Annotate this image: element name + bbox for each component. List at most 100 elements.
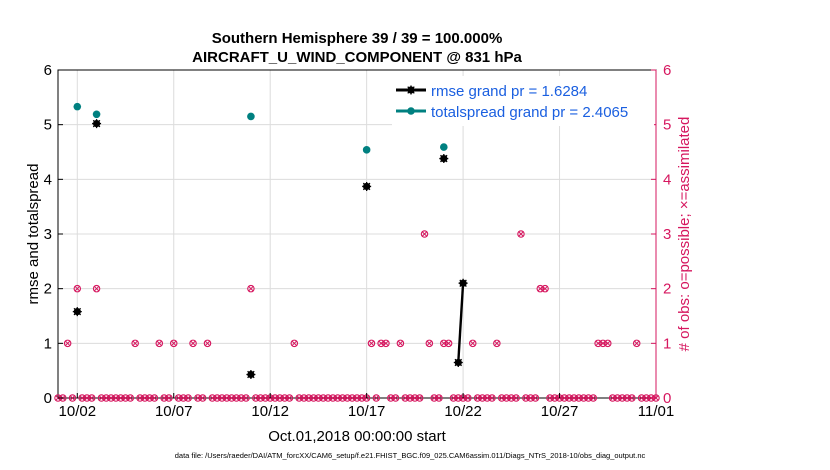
obs-possible-marker — [449, 394, 458, 402]
obs-possible-marker — [493, 339, 501, 348]
obs-assimilated-marker — [464, 395, 471, 401]
obs-possible-marker — [92, 284, 101, 293]
series-line-rmse — [457, 283, 465, 363]
obs-count-point — [396, 339, 405, 348]
marker-spokes — [439, 154, 449, 164]
obs-possible-marker — [179, 394, 188, 402]
data-point-rmse — [72, 307, 82, 317]
obs-possible-marker — [415, 394, 424, 402]
obs-possible-marker — [116, 394, 125, 402]
obs-count-point — [203, 339, 212, 348]
obs-possible-marker — [584, 394, 593, 402]
obs-possible-marker — [88, 394, 96, 402]
obs-possible-marker — [517, 230, 525, 238]
y-tick-label-right: 1 — [663, 335, 671, 352]
chart-title-line1: Southern Hemisphere 39 / 39 = 100.000% — [212, 30, 503, 47]
obs-possible-marker — [232, 394, 241, 402]
data-point-rmse — [362, 181, 372, 191]
obs-possible-marker — [348, 394, 356, 402]
x-tick-label: 10/07 — [155, 403, 193, 420]
obs-possible-marker — [632, 339, 641, 348]
obs-possible-marker — [483, 394, 491, 402]
y-tick-label-left: 5 — [44, 117, 52, 134]
obs-possible-marker — [102, 394, 110, 402]
obs-possible-marker — [63, 339, 72, 348]
y-tick-label-left: 4 — [44, 171, 52, 188]
marker-spokes — [458, 278, 468, 288]
obs-assimilated-marker — [373, 395, 380, 401]
obs-possible-marker — [550, 394, 559, 402]
obs-assimilated-marker — [170, 340, 177, 347]
y-tick-label-right: 2 — [663, 281, 671, 298]
obs-count-markers — [54, 230, 660, 402]
obs-possible-marker — [618, 394, 626, 402]
obs-possible-marker — [227, 394, 236, 402]
obs-assimilated-marker — [518, 231, 524, 237]
obs-count-point — [242, 394, 250, 402]
y-tick-label-left: 2 — [44, 281, 52, 298]
obs-possible-marker — [541, 284, 549, 293]
obs-assimilated-marker — [291, 340, 298, 347]
obs-possible-marker — [208, 394, 217, 402]
obs-possible-marker — [136, 394, 144, 402]
obs-possible-marker — [203, 339, 212, 348]
obs-possible-marker — [174, 394, 183, 402]
obs-assimilated-marker — [190, 340, 196, 347]
x-tick-label: 11/01 — [638, 403, 674, 420]
obs-assimilated-marker — [243, 395, 250, 401]
obs-possible-marker — [184, 394, 192, 402]
obs-possible-marker — [83, 394, 91, 402]
obs-possible-marker — [169, 339, 178, 348]
obs-count-point — [632, 339, 641, 348]
obs-assimilated-marker — [382, 340, 389, 347]
x-tick-label: 10/22 — [444, 403, 482, 420]
obs-possible-marker — [242, 394, 250, 402]
obs-possible-marker — [579, 394, 588, 402]
marker-spokes — [92, 119, 102, 129]
series-markers — [72, 102, 468, 379]
marker-core — [247, 112, 255, 121]
obs-count-point — [415, 394, 424, 402]
obs-possible-marker — [387, 394, 395, 402]
obs-possible-marker — [502, 394, 511, 402]
obs-assimilated-marker — [156, 340, 163, 347]
obs-possible-marker — [372, 394, 381, 402]
obs-count-point — [464, 394, 472, 402]
data-point-totalspread — [73, 102, 82, 111]
x-tick-label: 10/02 — [59, 403, 97, 420]
marker-spokes — [406, 85, 416, 95]
obs-assimilated-marker — [132, 340, 139, 347]
obs-possible-marker — [285, 394, 294, 402]
obs-possible-marker — [358, 394, 366, 402]
obs-possible-marker — [396, 339, 405, 348]
obs-assimilated-marker — [397, 340, 404, 347]
obs-possible-marker — [430, 394, 438, 402]
obs-possible-marker — [401, 394, 409, 402]
obs-possible-marker — [194, 394, 202, 402]
obs-count-point — [285, 394, 294, 402]
obs-assimilated-marker — [532, 395, 539, 401]
obs-assimilated-marker — [199, 395, 206, 401]
obs-assimilated-marker — [286, 395, 293, 401]
legend-label-totalspread: totalspread grand pr = 2.4065 — [431, 104, 628, 121]
obs-count-point — [155, 339, 164, 348]
obs-possible-marker — [411, 394, 419, 402]
obs-possible-marker — [309, 394, 318, 402]
obs-possible-marker — [314, 394, 323, 402]
obs-count-point — [131, 339, 139, 348]
obs-possible-marker — [160, 394, 168, 402]
obs-possible-marker — [478, 394, 487, 402]
obs-assimilated-marker — [421, 231, 428, 237]
marker-core — [92, 110, 101, 119]
obs-assimilated-marker — [127, 395, 134, 401]
obs-count-point — [425, 339, 434, 348]
legend-marker-shape — [406, 85, 416, 95]
obs-possible-marker — [290, 339, 299, 348]
obs-assimilated-marker — [93, 285, 100, 292]
obs-possible-marker — [565, 394, 573, 402]
obs-assimilated-marker — [416, 395, 423, 401]
marker-core — [407, 107, 415, 115]
obs-count-point — [372, 394, 381, 402]
obs-possible-marker — [468, 339, 477, 348]
